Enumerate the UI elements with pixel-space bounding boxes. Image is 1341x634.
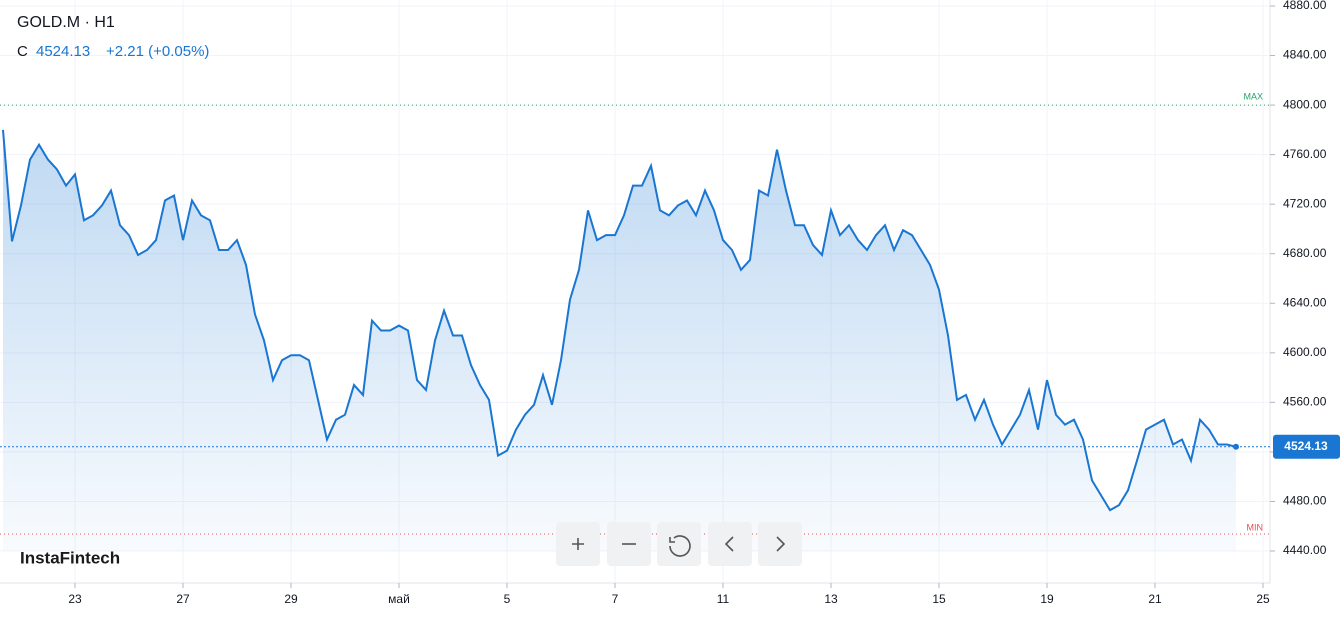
watermark: InstaFintech — [20, 548, 120, 567]
x-tick-label: 29 — [284, 592, 298, 606]
y-tick-label: 4800.00 — [1283, 97, 1327, 111]
price-line — [2, 129, 1237, 512]
max-line-label: MAX — [1243, 91, 1263, 101]
y-tick-label: 4840.00 — [1283, 48, 1327, 62]
symbol-title: GOLD.M · H1 — [17, 14, 115, 31]
scroll-left-button[interactable] — [708, 522, 752, 566]
x-tick-label: 23 — [68, 592, 82, 606]
zoom-out-button[interactable] — [607, 522, 651, 566]
scroll-right-button[interactable] — [758, 522, 802, 566]
y-tick-label: 4880.00 — [1283, 0, 1327, 12]
x-tick-label: май — [388, 592, 410, 606]
price-area — [3, 129, 1236, 551]
x-tick-label: 21 — [1148, 592, 1162, 606]
y-tick-label: 4760.00 — [1283, 147, 1327, 161]
y-tick-label: 4440.00 — [1283, 543, 1327, 557]
zoom-in-button[interactable] — [556, 522, 600, 566]
reset-button[interactable] — [657, 522, 701, 566]
change-value: +2.21 (+0.05%) — [106, 43, 209, 60]
min-line-label: MIN — [1247, 522, 1264, 532]
last-price-label: 4524.13 — [1284, 439, 1328, 453]
x-tick-label: 19 — [1040, 592, 1054, 606]
y-tick-label: 4480.00 — [1283, 494, 1327, 508]
y-tick-label: 4680.00 — [1283, 246, 1327, 260]
x-tick-label: 5 — [504, 592, 511, 606]
close-value: 4524.13 — [36, 43, 90, 60]
y-tick-label: 4640.00 — [1283, 295, 1327, 309]
y-tick-label: 4560.00 — [1283, 395, 1327, 409]
y-tick-label: 4720.00 — [1283, 196, 1327, 210]
x-tick-label: 13 — [824, 592, 838, 606]
x-tick-label: 15 — [932, 592, 946, 606]
last-price-box — [1273, 434, 1340, 459]
close-label: C — [17, 43, 28, 60]
y-tick-label: 4600.00 — [1283, 345, 1327, 359]
x-tick-label: 25 — [1256, 592, 1270, 606]
x-tick-label: 11 — [717, 592, 730, 606]
x-tick-label: 7 — [612, 592, 619, 606]
x-tick-label: 27 — [176, 592, 190, 606]
